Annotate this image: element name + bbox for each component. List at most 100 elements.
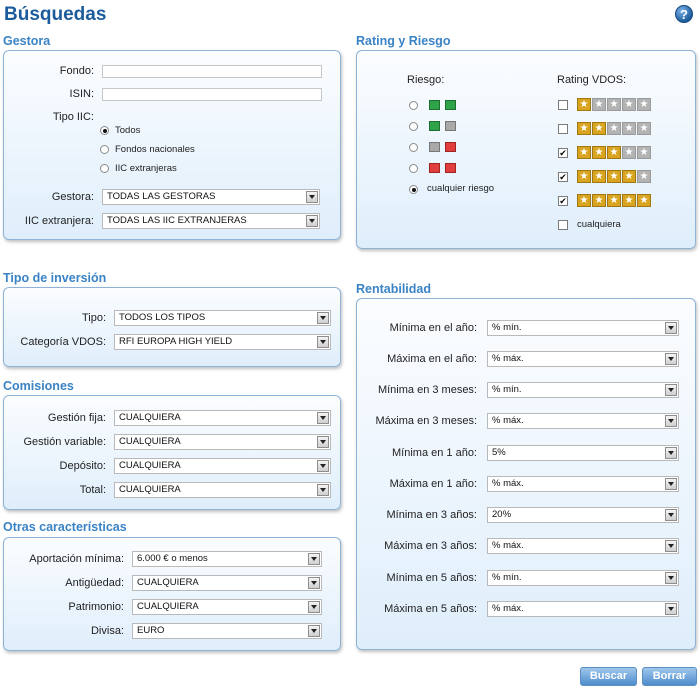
rating-checkbox-1[interactable] [558, 100, 568, 110]
iic-extranjera-select[interactable]: TODAS LAS IIC EXTRANJERAS [102, 213, 320, 229]
chevron-down-icon[interactable] [308, 577, 320, 589]
chevron-down-icon[interactable] [308, 601, 320, 613]
chevron-down-icon[interactable] [306, 191, 318, 203]
chevron-down-icon[interactable] [665, 322, 677, 334]
chevron-down-icon[interactable] [665, 384, 677, 396]
page-title: Búsquedas [4, 4, 107, 25]
select-value: % máx. [492, 415, 524, 426]
star-icon: ★ [577, 194, 591, 207]
maxima-3-anios-select[interactable]: % máx. [487, 538, 679, 554]
chevron-down-icon[interactable] [317, 312, 329, 324]
gestion-variable-select[interactable]: CUALQUIERA [114, 434, 331, 450]
chevron-down-icon[interactable] [665, 415, 677, 427]
section-title-tipo-inversion: Tipo de inversión [3, 271, 107, 285]
tipo-select[interactable]: TODOS LOS TIPOS [114, 310, 331, 326]
categoria-vdos-select[interactable]: RFI EUROPA HIGH YIELD [114, 334, 331, 350]
star-icon: ★ [622, 170, 636, 183]
riesgo-radio-3[interactable] [409, 143, 418, 152]
buscar-button[interactable]: Buscar [580, 667, 637, 686]
chevron-down-icon[interactable] [665, 478, 677, 490]
chevron-down-icon[interactable] [317, 412, 329, 424]
rentabilidad-label: Máxima en 3 años: [384, 540, 477, 552]
rating-checkbox-cualquiera[interactable] [558, 220, 568, 230]
rentabilidad-label: Máxima en 3 meses: [375, 415, 477, 427]
risk-square-icon [429, 100, 440, 110]
chevron-down-icon[interactable] [306, 215, 318, 227]
star-icon: ★ [592, 170, 606, 183]
chevron-down-icon[interactable] [665, 572, 677, 584]
tipo-iic-option-label: Todos [115, 125, 141, 136]
antiguedad-select[interactable]: CUALQUIERA [132, 575, 322, 591]
chevron-down-icon[interactable] [317, 336, 329, 348]
rentabilidad-label: Mínima en el año: [389, 322, 477, 334]
risk-square-icon [445, 142, 456, 152]
rentabilidad-label: Máxima en 1 año: [389, 478, 477, 490]
star-icon: ★ [607, 146, 621, 159]
tipo-iic-option-label: IIC extranjeras [115, 163, 177, 174]
maxima-anio-select[interactable]: % máx. [487, 351, 679, 367]
gestora-select[interactable]: TODAS LAS GESTORAS [102, 189, 320, 205]
select-value: CUALQUIERA [137, 601, 199, 612]
minima-5-anios-select[interactable]: % mín. [487, 570, 679, 586]
chevron-down-icon[interactable] [308, 553, 320, 565]
rating-vdos-label: Rating VDOS: [557, 74, 627, 86]
aportacion-minima-select[interactable]: 6.000 € o menos [132, 551, 322, 567]
minima-3-anios-select[interactable]: 20% [487, 507, 679, 523]
total-select[interactable]: CUALQUIERA [114, 482, 331, 498]
risk-square-icon [445, 121, 456, 131]
rentabilidad-label: Máxima en 5 años: [384, 603, 477, 615]
rating-checkbox-2[interactable] [558, 124, 568, 134]
select-value: % mín. [492, 384, 522, 395]
rentabilidad-label: Mínima en 3 meses: [377, 384, 477, 396]
select-value: CUALQUIERA [119, 436, 181, 447]
chevron-down-icon[interactable] [665, 447, 677, 459]
minima-1-anio-select[interactable]: 5% [487, 445, 679, 461]
riesgo-radio-2[interactable] [409, 122, 418, 131]
chevron-down-icon[interactable] [665, 540, 677, 552]
chevron-down-icon[interactable] [665, 353, 677, 365]
rating-checkbox-4[interactable]: ✔ [558, 172, 568, 182]
maxima-3-meses-select[interactable]: % máx. [487, 413, 679, 429]
comisiones-panel: Gestión fija: CUALQUIERA Gestión variabl… [3, 395, 341, 510]
maxima-1-anio-select[interactable]: % máx. [487, 476, 679, 492]
star-icon: ★ [577, 170, 591, 183]
gestora-panel: Fondo: ISIN: Tipo IIC: Todos Fondos naci… [3, 50, 341, 240]
deposito-select[interactable]: CUALQUIERA [114, 458, 331, 474]
chevron-down-icon[interactable] [317, 460, 329, 472]
minima-3-meses-select[interactable]: % mín. [487, 382, 679, 398]
rating-checkbox-5[interactable]: ✔ [558, 196, 568, 206]
risk-square-icon [429, 142, 440, 152]
rating-cualquiera-label: cualquiera [577, 219, 621, 230]
divisa-select[interactable]: EURO [132, 623, 322, 639]
risk-square-icon [429, 163, 440, 173]
star-icon: ★ [607, 170, 621, 183]
help-icon[interactable]: ? [675, 5, 693, 23]
minima-anio-select[interactable]: % mín. [487, 320, 679, 336]
riesgo-radio-1[interactable] [409, 101, 418, 110]
chevron-down-icon[interactable] [308, 625, 320, 637]
chevron-down-icon[interactable] [317, 436, 329, 448]
rating-checkbox-3[interactable]: ✔ [558, 148, 568, 158]
select-value: % mín. [492, 572, 522, 583]
star-icon: ★ [577, 98, 591, 111]
isin-input[interactable] [102, 88, 322, 101]
tipo-iic-radio-todos[interactable] [100, 126, 109, 135]
fondo-input[interactable] [102, 65, 322, 78]
riesgo-radio-4[interactable] [409, 164, 418, 173]
gestion-fija-select[interactable]: CUALQUIERA [114, 410, 331, 426]
fondo-label: Fondo: [59, 65, 94, 77]
riesgo-radio-cualquier[interactable] [409, 185, 418, 194]
tipo-iic-option-label: Fondos nacionales [115, 144, 195, 155]
borrar-button[interactable]: Borrar [642, 667, 697, 686]
chevron-down-icon[interactable] [665, 509, 677, 521]
maxima-5-anios-select[interactable]: % máx. [487, 601, 679, 617]
tipo-iic-radio-nacionales[interactable] [100, 145, 109, 154]
tipo-iic-radio-extranjeras[interactable] [100, 164, 109, 173]
patrimonio-select[interactable]: CUALQUIERA [132, 599, 322, 615]
select-value: % máx. [492, 603, 524, 614]
star-icon: ★ [607, 194, 621, 207]
star-icon: ★ [622, 146, 636, 159]
chevron-down-icon[interactable] [317, 484, 329, 496]
chevron-down-icon[interactable] [665, 603, 677, 615]
select-value: % mín. [492, 322, 522, 333]
